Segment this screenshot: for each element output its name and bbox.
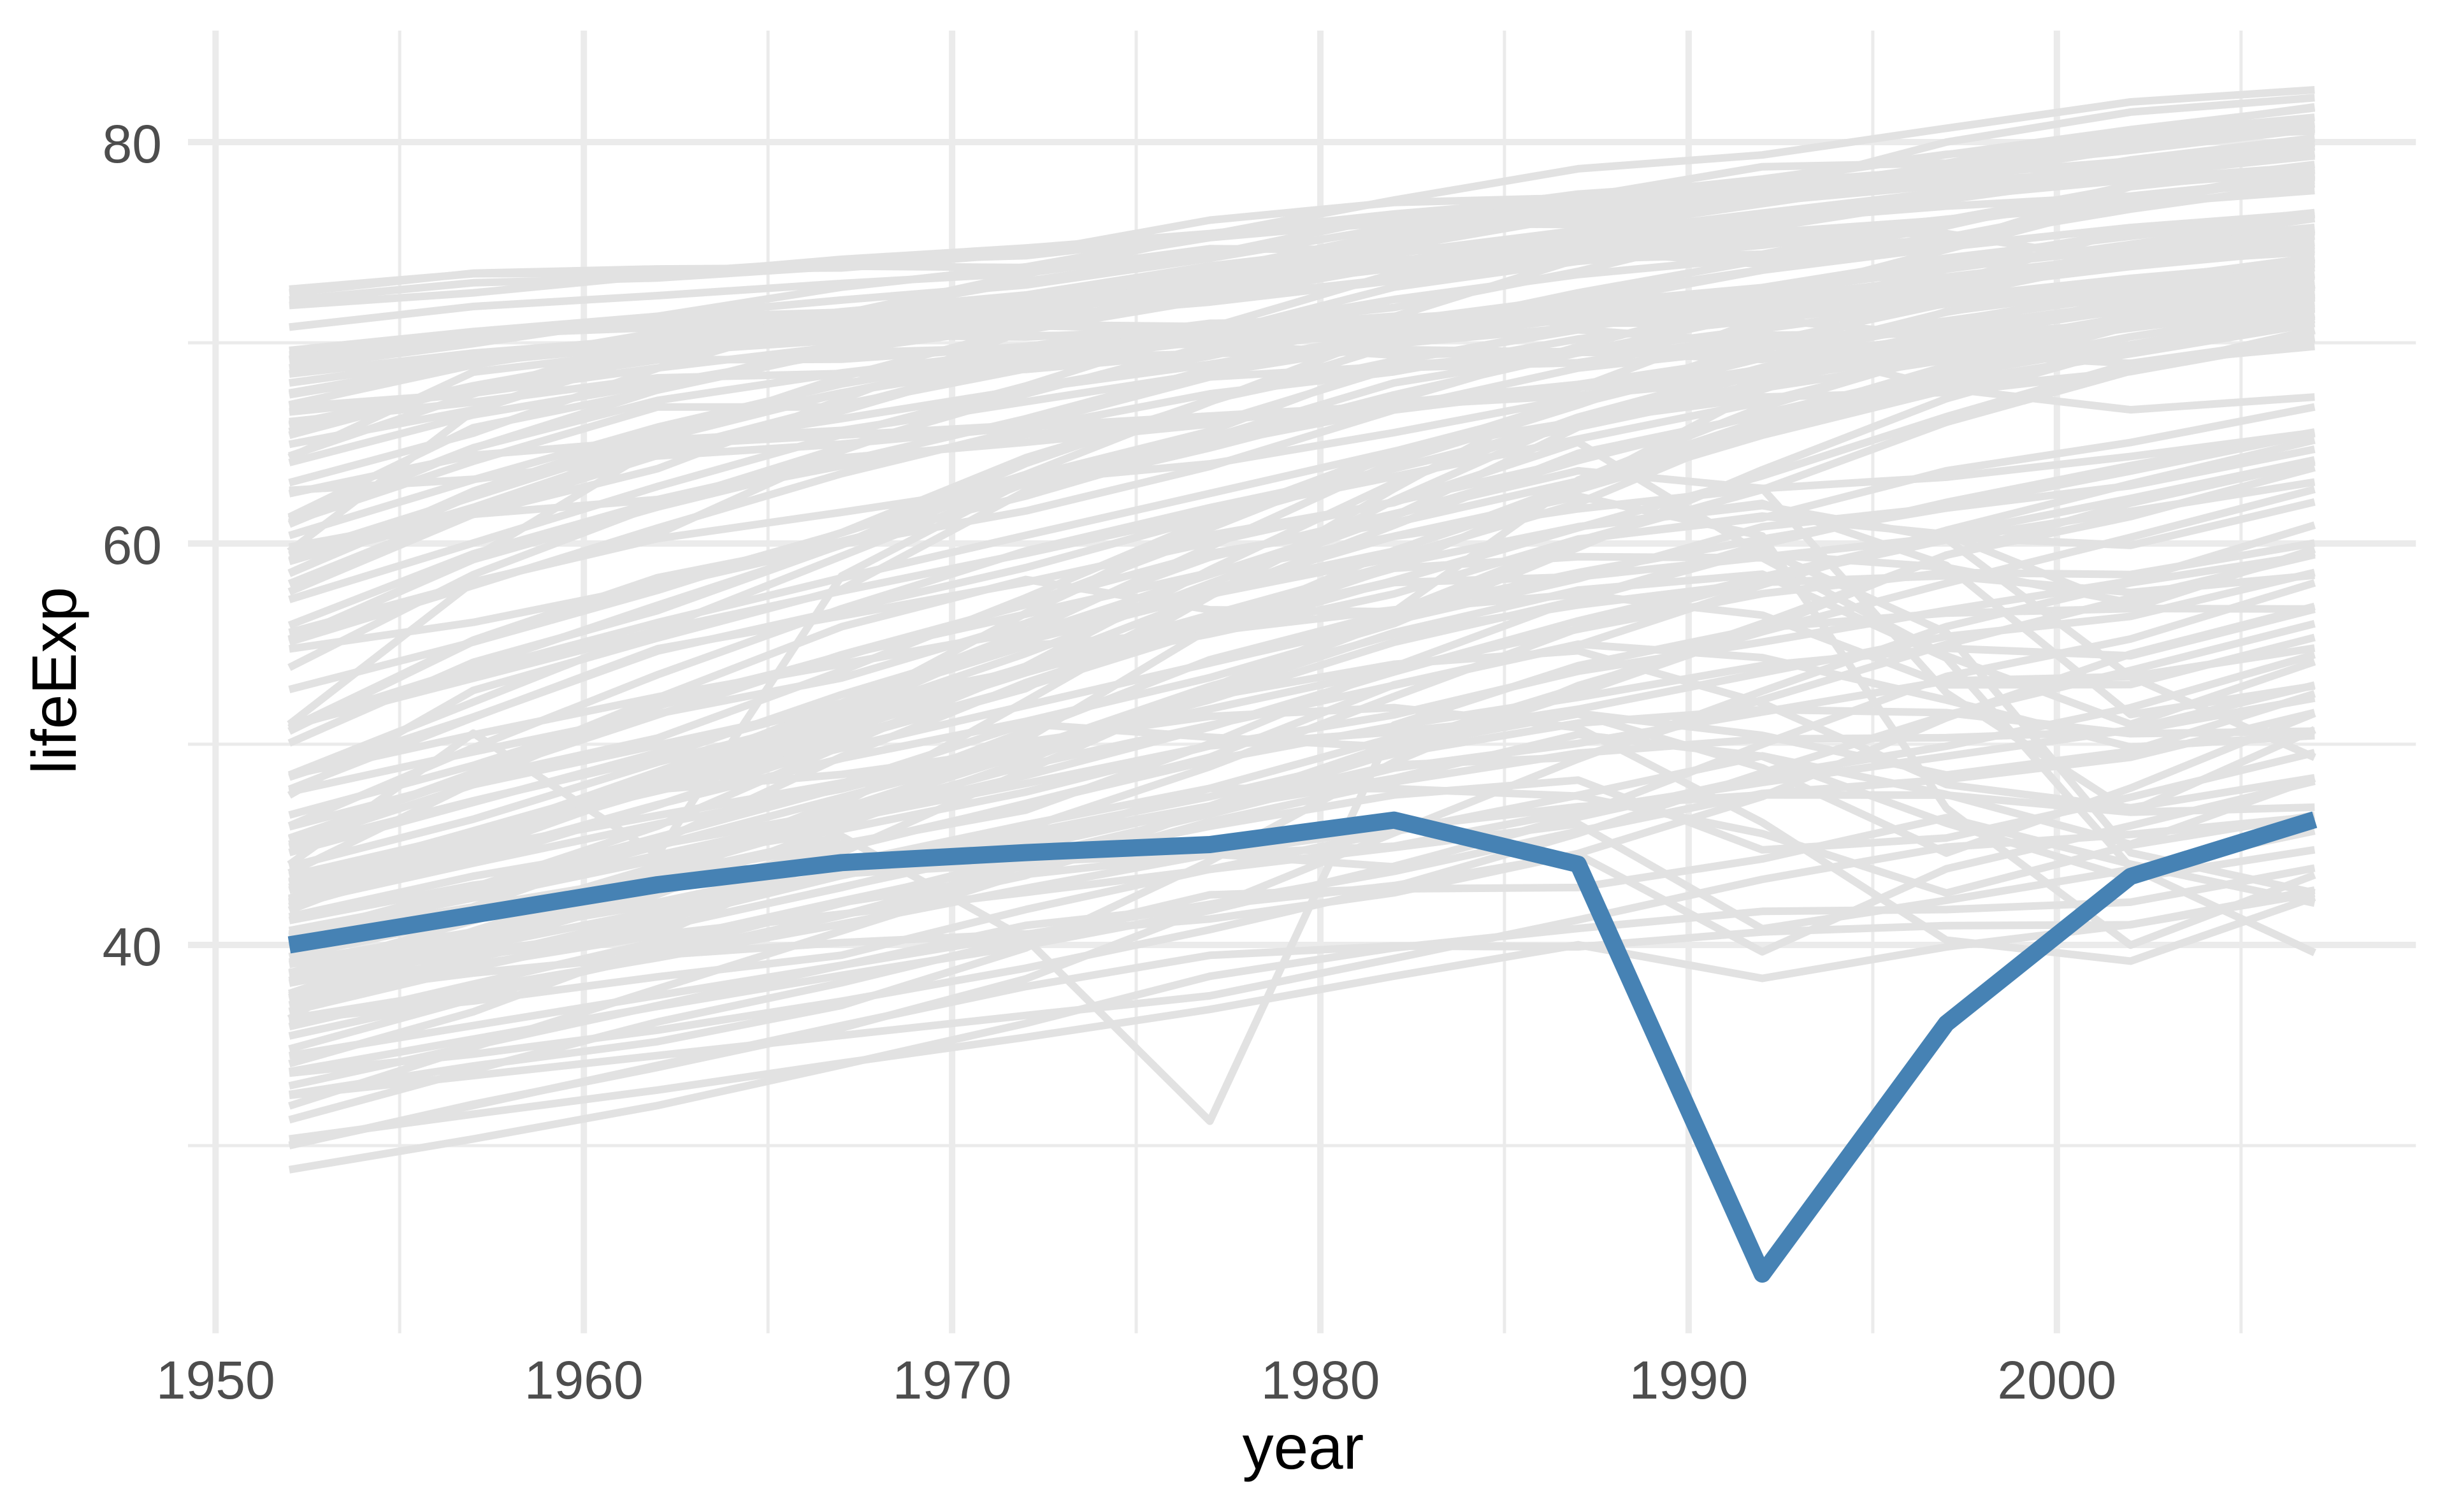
svg-text:1980: 1980 [1261,1350,1380,1410]
svg-text:1990: 1990 [1629,1350,1748,1410]
svg-text:2000: 2000 [1997,1350,2116,1410]
svg-text:lifeExp: lifeExp [19,587,89,774]
svg-text:80: 80 [103,114,162,174]
svg-text:1960: 1960 [524,1350,644,1410]
svg-text:40: 40 [103,917,162,977]
svg-text:1950: 1950 [156,1350,275,1410]
svg-text:60: 60 [103,515,162,575]
svg-text:1970: 1970 [893,1350,1012,1410]
svg-text:year: year [1243,1412,1364,1482]
